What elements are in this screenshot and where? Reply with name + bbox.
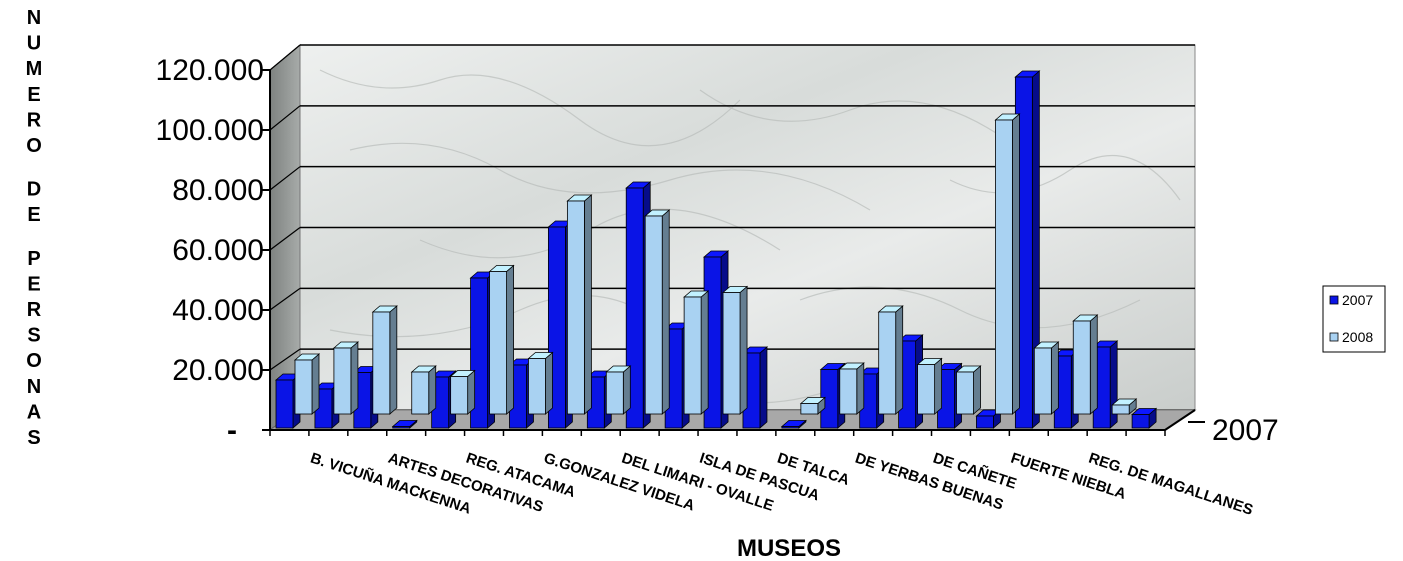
bar-2008 [955, 365, 982, 415]
y-axis-label-letter: R [27, 109, 42, 131]
y-tick-label: 120.000 [156, 54, 264, 87]
y-axis-label-letter: A [27, 401, 41, 423]
y-axis-label-letter: S [27, 427, 40, 449]
y-axis-label-letter: N [27, 376, 41, 398]
y-axis: - 20.000 40.000 60.000 80.000 100.000 120.000 [156, 54, 271, 447]
bars [274, 70, 1158, 429]
bar-2008 [566, 194, 593, 415]
legend-swatch-2007 [1329, 295, 1339, 305]
bar-2008 [527, 351, 554, 415]
bar-2008 [1111, 398, 1138, 415]
y-axis-label-letter: M [26, 58, 43, 80]
y-tick-label: 20.000 [172, 354, 264, 387]
legend: 2007 2008 [1322, 285, 1386, 353]
y-axis-label-letter: N [27, 7, 41, 29]
gridline-side [269, 227, 301, 251]
bar-2008 [1033, 341, 1060, 415]
y-axis-label-letter: E [27, 204, 40, 226]
y-tick-label: 80.000 [172, 174, 264, 207]
y-tick-label: 60.000 [172, 234, 264, 267]
y-axis-label-letter: E [27, 273, 40, 295]
y-axis-label-letter: O [26, 350, 42, 372]
bar-2007 [1131, 407, 1158, 429]
bar-2008 [877, 305, 904, 415]
bar-2007 [780, 419, 807, 429]
x-axis-label: MUSEOS [737, 535, 841, 561]
y-axis-label-letter: O [26, 135, 42, 157]
bar-2008 [332, 341, 359, 415]
y-tick-label: - [227, 414, 237, 447]
y-axis-label-letter: U [27, 33, 41, 55]
y-axis-label-letter: R [27, 299, 42, 321]
legend-swatch-2008 [1329, 332, 1339, 342]
gridline-side [269, 44, 301, 71]
gridline-side [269, 348, 301, 371]
bar-2008 [644, 209, 671, 415]
bar-2008 [1072, 314, 1099, 415]
depth-axis-label: 2007 [1212, 414, 1279, 447]
bar-2008 [916, 357, 943, 415]
bar-2007 [391, 419, 418, 429]
legend-label-2008: 2008 [1342, 329, 1373, 345]
y-axis-label-letter: E [27, 84, 40, 106]
depth-axis-line [1164, 409, 1196, 431]
bar-2008 [293, 353, 321, 415]
y-tick-label: 40.000 [172, 294, 264, 327]
bar-2008 [721, 285, 749, 415]
y-tick-label: 100.000 [156, 114, 264, 147]
legend-label-2007: 2007 [1342, 292, 1373, 308]
gridline-side [269, 105, 301, 131]
y-axis-label-letter: D [27, 179, 41, 201]
bar-2008 [410, 365, 437, 415]
bar-2008 [488, 264, 515, 415]
gridline-side [269, 287, 301, 311]
bar-2008 [449, 369, 476, 415]
bar-2008 [683, 290, 710, 415]
y-axis-label-letter: S [27, 325, 40, 347]
bar-2008 [994, 113, 1021, 415]
bar-2008 [838, 362, 865, 415]
bar-2008 [371, 305, 398, 415]
bar-2008 [799, 396, 826, 415]
bar-2008 [605, 365, 632, 415]
gridline-side [269, 166, 301, 191]
y-axis-label-letter: P [27, 248, 40, 270]
